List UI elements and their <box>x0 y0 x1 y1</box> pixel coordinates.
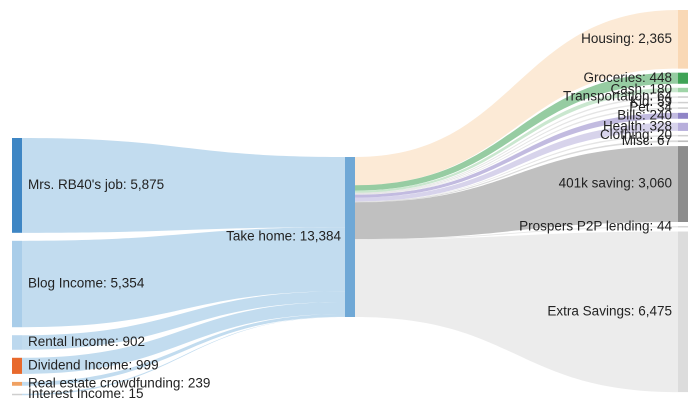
label-misc: Misc: 67 <box>622 133 672 148</box>
link-real-estate-crowdfunding <box>22 313 345 386</box>
label-interest-income: Interest Income: 15 <box>28 386 144 400</box>
link-401k-saving <box>355 146 678 240</box>
link-prospers-p2p-lending <box>355 225 678 240</box>
label-401k-saving: 401k saving: 3,060 <box>559 176 672 191</box>
node-real-estate-crowdfunding <box>12 381 22 386</box>
node-transportation <box>678 96 688 98</box>
label-mrs-rb40-s-job: Mrs. RB40's job: 5,875 <box>28 177 164 192</box>
label-extra-savings: Extra Savings: 6,475 <box>547 303 672 318</box>
label-transportation: Transportation: 64 <box>563 89 673 104</box>
node-blog-income <box>12 240 22 328</box>
node-misc <box>678 140 688 143</box>
nodes <box>12 10 688 396</box>
link-bills <box>355 112 678 198</box>
label-rental-income: Rental Income: 902 <box>28 334 145 349</box>
link-misc <box>355 140 678 203</box>
link-extra-savings <box>355 231 678 393</box>
link-health <box>355 122 678 202</box>
link-transportation <box>355 96 678 194</box>
node-health <box>678 122 688 131</box>
link-cash <box>355 87 678 193</box>
label-prospers-p2p-lending: Prospers P2P lending: 44 <box>519 218 672 233</box>
label-dividend-income: Dividend Income: 999 <box>28 357 159 372</box>
link-clothing <box>355 134 678 202</box>
link-kid <box>355 101 678 195</box>
link-housing <box>355 10 678 186</box>
node-kid <box>678 101 688 104</box>
node-rental-income <box>12 335 22 350</box>
link-groceries <box>355 72 678 191</box>
node-extra-savings <box>678 231 688 393</box>
label-kid: Kid: 59 <box>630 94 672 109</box>
node-mrs-rb40-s-job <box>12 138 22 233</box>
labels: Mrs. RB40's job: 5,875 Blog Income: 5,354… <box>28 31 673 401</box>
label-clothing: Clothing: 20 <box>600 127 672 142</box>
node-clothing <box>678 134 688 137</box>
node-cash <box>678 87 688 93</box>
link-pet <box>355 107 678 195</box>
link-interest-income <box>22 316 345 396</box>
node-prospers-p2p-lending <box>678 225 688 228</box>
node-take-home <box>345 157 355 317</box>
label-groceries: Groceries: 448 <box>583 70 672 85</box>
source-links <box>22 138 345 396</box>
label-take-home: Take home: 13,384 <box>226 229 341 244</box>
node-interest-income <box>12 393 22 396</box>
label-bills: Bills: 240 <box>617 107 672 122</box>
label-blog-income: Blog Income: 5,354 <box>28 276 145 291</box>
label-housing: Housing: 2,365 <box>581 31 672 46</box>
link-blog-income <box>22 227 345 328</box>
node-housing <box>678 10 688 69</box>
label-cash: Cash: 180 <box>610 82 672 97</box>
label-health: Health: 328 <box>603 118 672 133</box>
link-rental-income <box>22 291 345 350</box>
node-pet <box>678 107 688 109</box>
node-groceries <box>678 72 688 84</box>
target-links <box>355 10 678 393</box>
node-bills <box>678 112 688 119</box>
link-dividend-income <box>22 302 345 374</box>
link-mrs-rb40-s-job <box>22 138 345 233</box>
label-pet: Pet: 34 <box>629 100 672 115</box>
node-401k-saving <box>678 146 688 222</box>
label-real-estate-crowdfunding: Real estate crowdfunding: 239 <box>28 375 210 390</box>
node-dividend-income <box>12 357 22 374</box>
